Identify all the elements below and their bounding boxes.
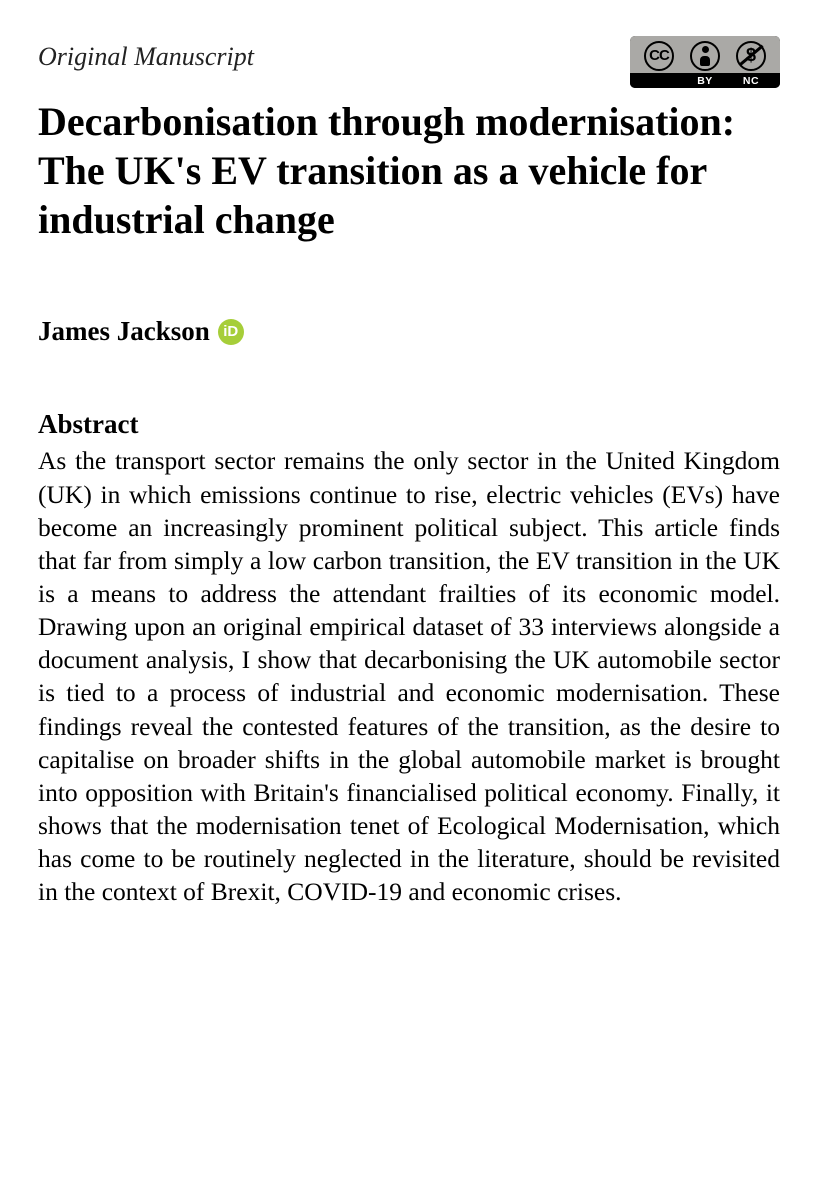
- cc-icon: CC: [644, 41, 674, 71]
- author-row: James Jackson iD: [38, 316, 780, 347]
- cc-by-icon: [690, 41, 720, 71]
- cc-icons-row: CC $: [630, 36, 780, 73]
- cc-license-badge[interactable]: CC $ BY NC: [630, 36, 780, 88]
- orcid-icon[interactable]: iD: [218, 319, 244, 345]
- article-title: Decarbonisation through modernisation: T…: [38, 98, 780, 244]
- abstract-heading: Abstract: [38, 409, 780, 440]
- cc-label-nc: NC: [728, 75, 774, 87]
- header-row: Original Manuscript CC $ BY NC: [38, 36, 780, 88]
- author-name: James Jackson: [38, 316, 210, 347]
- article-type-label: Original Manuscript: [38, 36, 254, 72]
- cc-labels-row: BY NC: [630, 73, 780, 88]
- cc-nc-icon: $: [736, 41, 766, 71]
- abstract-body: As the transport sector remains the only…: [38, 444, 780, 908]
- cc-label-by: BY: [682, 75, 728, 87]
